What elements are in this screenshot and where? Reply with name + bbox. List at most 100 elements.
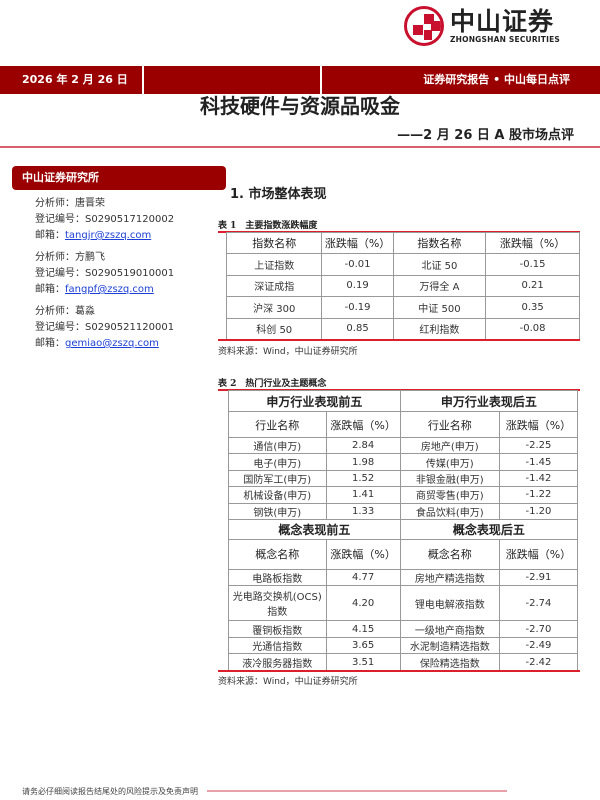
analyst-name: 分析师：唐晋荣: [35, 198, 105, 209]
industry-concept-table: 申万行业表现前五 申万行业表现后五 行业名称 涨跌幅（%） 行业名称 涨跌幅（%） 通信(申…: [228, 390, 579, 671]
table-cell: -2.91: [498, 568, 579, 587]
table-cell: 上证指数: [225, 253, 323, 276]
brand-name-en: ZHONGSHAN SECURITIES: [450, 34, 561, 44]
table-row: 概念表现前五 概念表现后五: [228, 518, 579, 540]
table-row: 光通信指数 3.65 水泥制造精选指数 -2.49: [228, 636, 579, 655]
column-header: 涨跌幅（%）: [325, 411, 401, 438]
table-cell: -2.70: [498, 620, 579, 638]
table-cell: 房地产(申万): [399, 436, 500, 455]
analyst-info: 分析师：葛淼登记编号：S0290521120001 邮箱：gemiao@zszq.…: [35, 304, 174, 352]
table-cell: 万得全 A: [392, 274, 487, 297]
column-header: 涨跌幅（%）: [321, 232, 394, 254]
table-cell: 4.20: [325, 585, 401, 622]
column-header: 概念名称: [228, 538, 327, 570]
table-row: 钢铁(申万) 1.33 食品饮料(申万) -1.20: [228, 502, 579, 520]
table-cell: 1.33: [325, 502, 401, 520]
table-row: 机械设备(申万) 1.41 商贸零售(申万) -1.22: [228, 486, 579, 504]
table-cell: 1.52: [325, 469, 401, 488]
table-row: 概念名称 涨跌幅（%） 概念名称 涨跌幅（%）: [228, 538, 579, 570]
table-cell: -2.42: [498, 653, 579, 671]
analyst-registration: 登记编号：S0290517120002: [35, 214, 175, 225]
table-cell: 国防军工(申万): [228, 469, 327, 488]
table-cell: 红利指数: [392, 317, 487, 340]
brand-name-cn: 中山证券: [450, 6, 555, 36]
group-header: 概念表现前五: [228, 518, 401, 540]
header-band: 2026 年 2 月 26 日 证券研究报告 • 中山每日点评: [0, 66, 600, 94]
table-cell: 1.41: [325, 486, 401, 504]
group-header: 申万行业表现后五: [399, 390, 579, 412]
email-label: 邮箱：: [35, 338, 65, 349]
table-row: 国防军工(申万) 1.52 非银金融(申万) -1.42: [228, 469, 579, 488]
table-cell: 电子(申万): [228, 453, 327, 471]
table-row: 通信(申万) 2.84 房地产(申万) -2.25: [228, 436, 579, 455]
table-cell: -1.22: [498, 486, 579, 504]
table-cell: 液冷服务器指数: [228, 653, 327, 671]
column-header: 指数名称: [392, 232, 487, 254]
table-cell: 光通信指数: [228, 636, 327, 655]
report-date: 2026 年 2 月 26 日: [0, 66, 144, 94]
table-cell: 光电路交换机(OCS)指数: [228, 585, 327, 622]
column-header: 行业名称: [399, 411, 500, 438]
divider: [0, 146, 600, 148]
column-header: 概念名称: [399, 538, 500, 570]
table-row: 申万行业表现前五 申万行业表现后五: [228, 390, 579, 412]
analyst-info: 分析师：唐晋荣登记编号：S0290517120002 邮箱：tangjr@zszq…: [35, 196, 174, 244]
table-row: 行业名称 涨跌幅（%） 行业名称 涨跌幅（%）: [228, 411, 579, 438]
column-header: 涨跌幅（%）: [325, 538, 401, 570]
section-title: 1. 市场整体表现: [230, 187, 327, 202]
table-row: 科创 50 0.85 红利指数 -0.08: [225, 317, 580, 340]
report-subtitle: ——2 月 26 日 A 股市场点评: [397, 128, 574, 143]
table2-caption: 表 2 热门行业及主题概念: [218, 379, 327, 389]
table-cell: 机械设备(申万): [228, 486, 327, 504]
table-row: 电路板指数 4.77 房地产精选指数 -2.91: [228, 568, 579, 587]
analyst-email-link[interactable]: gemiao@zszq.com: [65, 338, 159, 349]
table-row: 深证成指 0.19 万得全 A 0.21: [225, 274, 580, 297]
column-header: 涨跌幅（%）: [485, 232, 580, 254]
brand-logo: 中山证券 ZHONGSHAN SECURITIES: [404, 6, 560, 46]
table-cell: 沪深 300: [225, 296, 323, 319]
analyst-email-link[interactable]: fangpf@zszq.com: [65, 284, 154, 295]
table-cell: 钢铁(申万): [228, 502, 327, 520]
table-cell: 传媒(申万): [399, 453, 500, 471]
table2-source: 资料来源：Wind，中山证券研究所: [218, 677, 358, 687]
table-cell: 4.15: [325, 620, 401, 638]
table-cell: 0.19: [321, 274, 394, 297]
table-row: 沪深 300 -0.19 中证 500 0.35: [225, 296, 580, 319]
table-row: 液冷服务器指数 3.51 保险精选指数 -2.42: [228, 653, 579, 671]
table-cell: 通信(申万): [228, 436, 327, 455]
table-row: 指数名称 涨跌幅（%） 指数名称 涨跌幅（%）: [225, 232, 580, 254]
table-cell: 深证成指: [225, 274, 323, 297]
table-cell: -2.25: [498, 436, 579, 455]
table-cell: -1.42: [498, 469, 579, 488]
table-cell: 一级地产商指数: [399, 620, 500, 638]
analyst-registration: 登记编号：S0290521120001: [35, 322, 175, 333]
disclaimer-note: 请务必仔细阅读报告结尾处的风险提示及免责声明: [22, 787, 198, 796]
table-cell: 1.98: [325, 453, 401, 471]
email-label: 邮箱：: [35, 230, 65, 241]
table-cell: 保险精选指数: [399, 653, 500, 671]
table-cell: -1.45: [498, 453, 579, 471]
table-cell: -2.74: [498, 585, 579, 622]
table-cell: 商贸零售(申万): [399, 486, 500, 504]
analyst-email-link[interactable]: tangjr@zszq.com: [65, 230, 152, 241]
analyst-registration: 登记编号：S0290519010001: [35, 268, 175, 279]
table-row: 上证指数 -0.01 北证 50 -0.15: [225, 253, 580, 276]
table-cell: 食品饮料(申万): [399, 502, 500, 520]
column-header: 涨跌幅（%）: [498, 538, 579, 570]
column-header: 指数名称: [225, 232, 323, 254]
table-cell: 0.21: [485, 274, 580, 297]
divider: [207, 790, 507, 792]
table-cell: 北证 50: [392, 253, 487, 276]
analyst-name: 分析师：葛淼: [35, 306, 95, 317]
sidebar-title: 中山证券研究所: [12, 166, 226, 190]
table-cell: -0.08: [485, 317, 580, 340]
table-cell: 0.35: [485, 296, 580, 319]
index-table: 指数名称 涨跌幅（%） 指数名称 涨跌幅（%） 上证指数 -0.01 北证 50 -0.15 深…: [225, 232, 580, 340]
divider: [218, 670, 580, 672]
column-header: 行业名称: [228, 411, 327, 438]
table1-source: 资料来源：Wind，中山证券研究所: [218, 347, 358, 357]
table-cell: 覆铜板指数: [228, 620, 327, 638]
divider: [218, 339, 580, 341]
report-title: 科技硬件与资源品吸金: [200, 94, 400, 118]
